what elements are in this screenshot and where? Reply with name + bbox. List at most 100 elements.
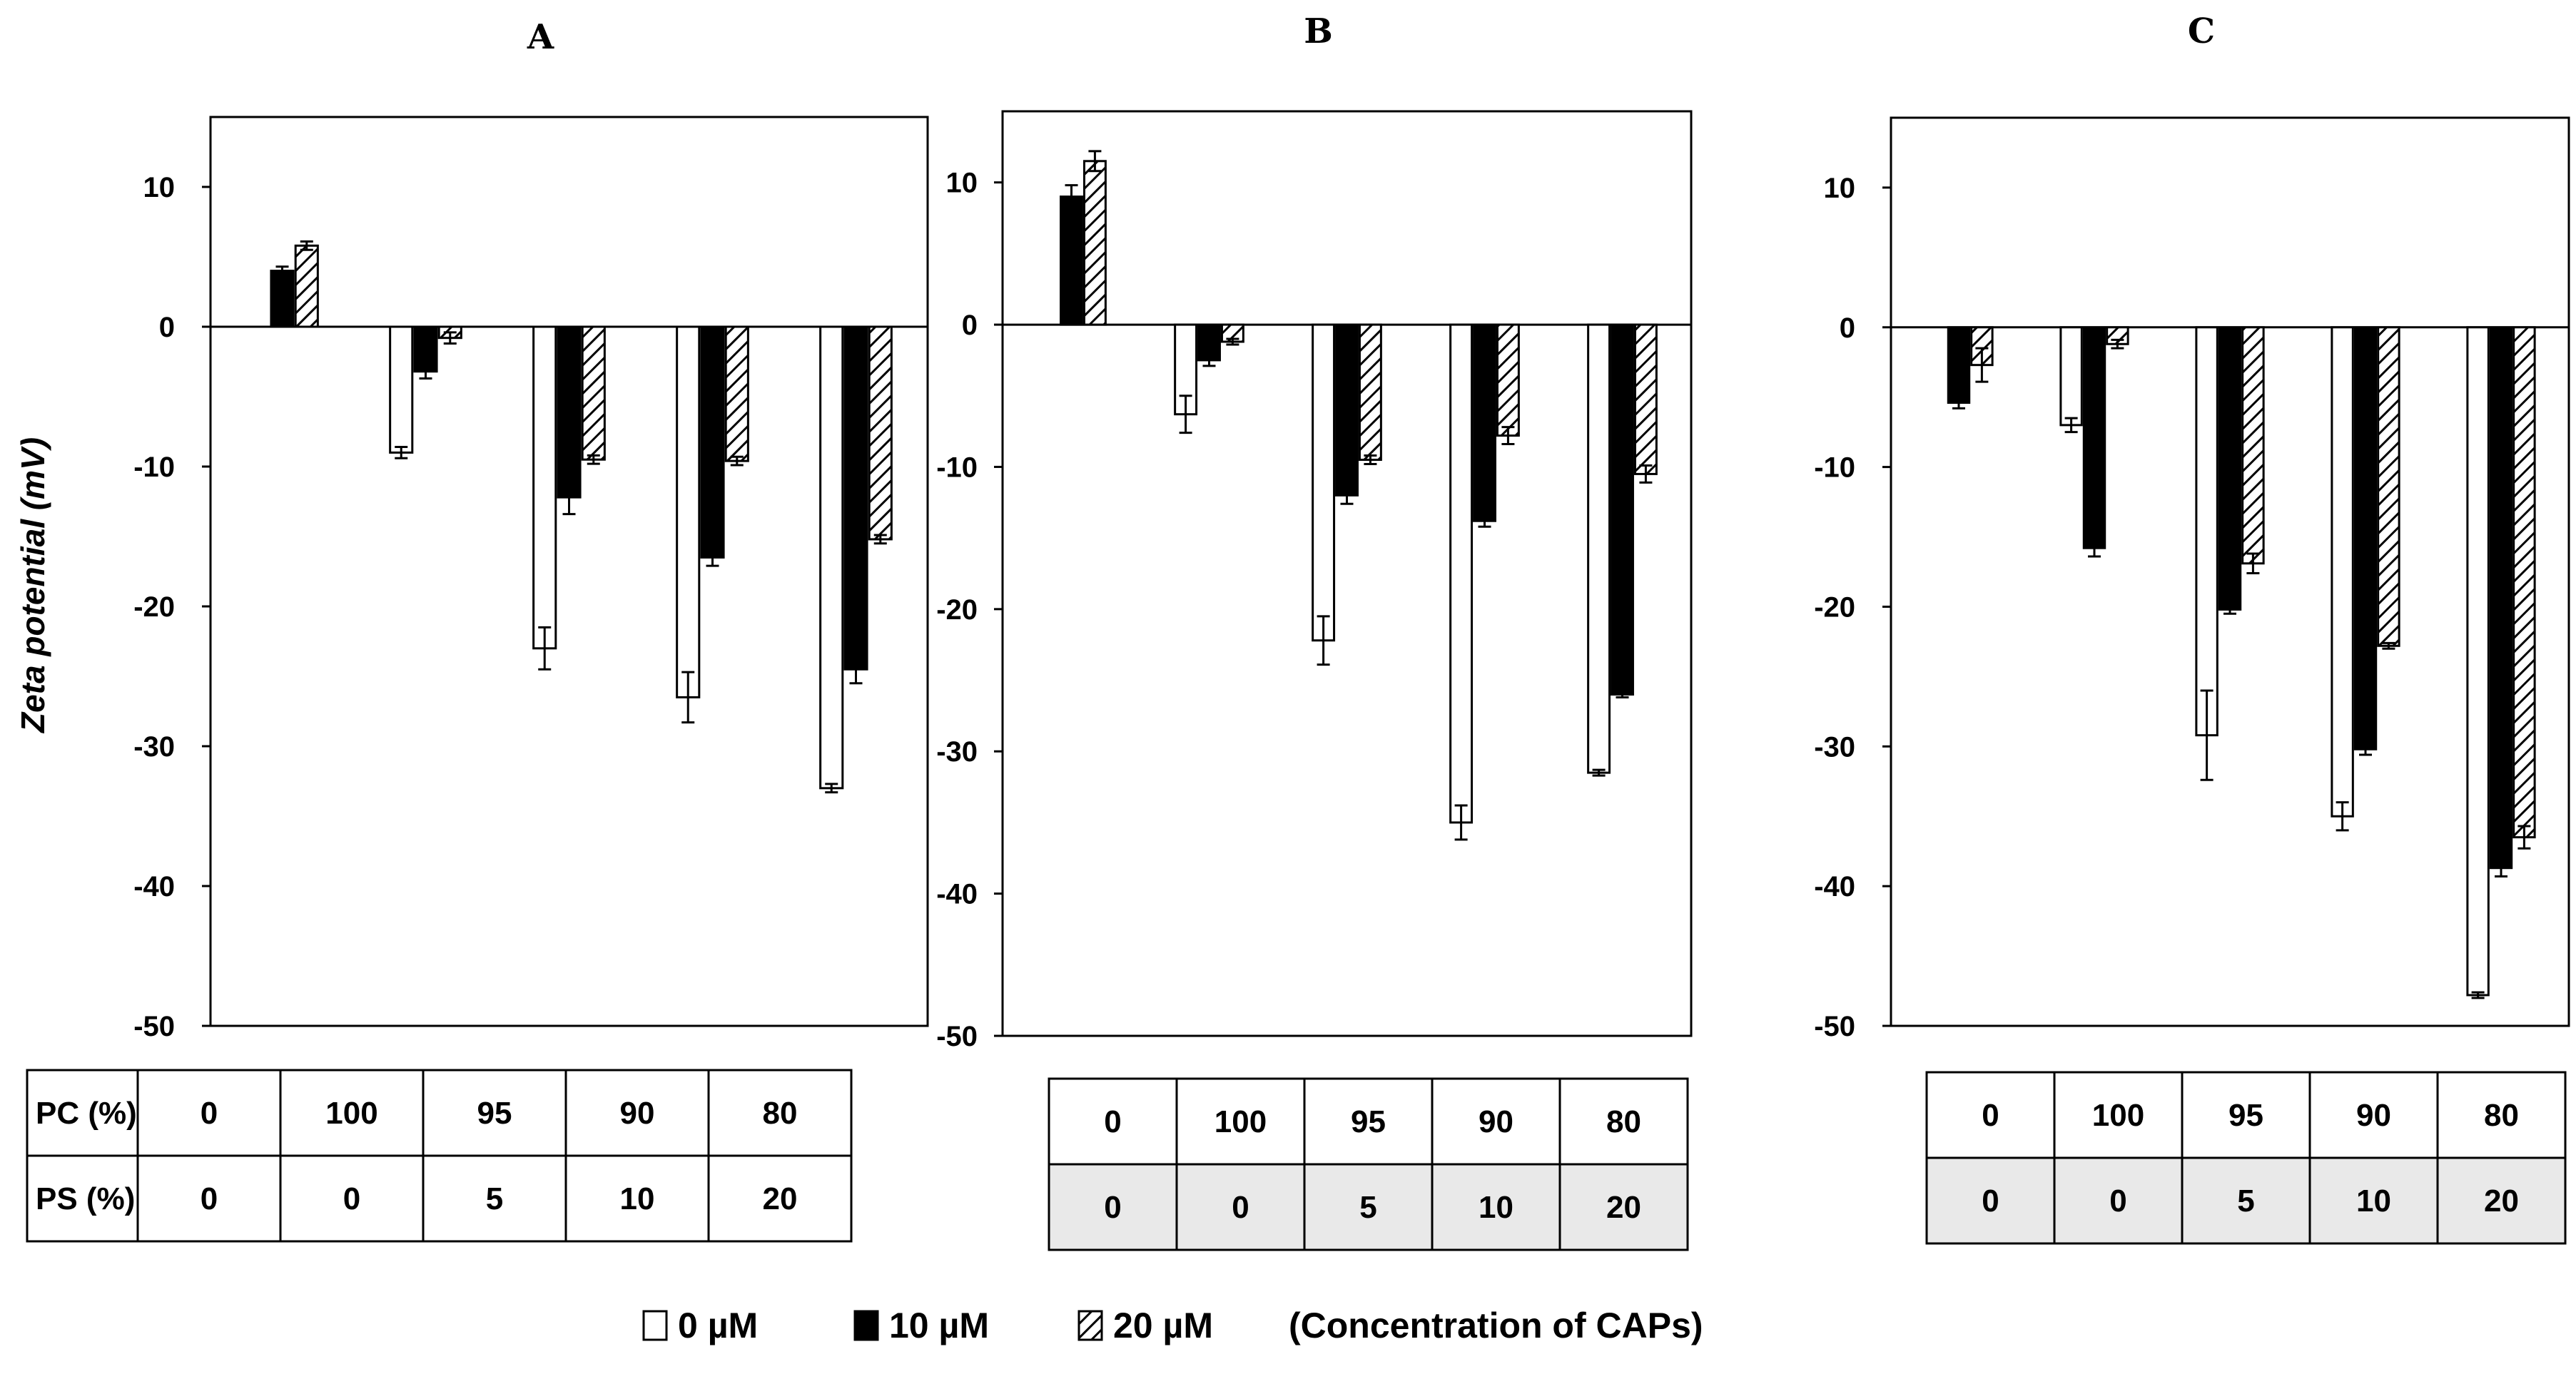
bar-0um-95-5	[2195, 326, 2218, 737]
table-cell: 0	[343, 1181, 360, 1216]
table-cell: 0	[201, 1096, 218, 1131]
table-cell: 10	[1479, 1190, 1513, 1225]
y-tick-label: -50	[936, 1021, 978, 1052]
panel-title: B	[1304, 11, 1333, 51]
table-cell: 10	[2356, 1184, 2391, 1218]
bar-0um-90-10	[1449, 323, 1474, 824]
legend-swatch-20um	[1077, 1310, 1103, 1341]
bar-10um-90-10	[2353, 326, 2378, 750]
table-cell: 0	[1232, 1190, 1249, 1225]
table-cell: 95	[477, 1096, 512, 1131]
y-tick-label: -40	[1814, 871, 1855, 902]
y-tick-label: 10	[143, 172, 176, 203]
table-cell: 20	[763, 1181, 798, 1216]
y-tick-label: -10	[133, 452, 175, 483]
y-tick-label: -20	[936, 594, 978, 626]
bar-20um-80-20	[2512, 326, 2536, 839]
table-row-shade	[1927, 1158, 2565, 1243]
bar-10um-0-0	[1947, 326, 1971, 404]
composition-table: PC (%) 0 100 95 90 80 PS (%) 0 0 5 10 20	[26, 1069, 853, 1243]
bar-20um-80-20	[868, 325, 893, 541]
y-tick-label: -20	[1814, 591, 1855, 623]
table-cell: 0	[1104, 1104, 1121, 1139]
legend-caption: (Concentration of CAPs)	[1289, 1306, 1703, 1345]
bar-10um-80-20	[2489, 326, 2513, 870]
bar-10um-95-5	[1335, 323, 1359, 497]
y-tick-label: -10	[936, 452, 978, 483]
legend-swatch-0um	[642, 1310, 668, 1341]
y-tick-label: -50	[1814, 1011, 1855, 1042]
bar-0um-80-20	[2466, 326, 2490, 997]
table-cell: 80	[1606, 1104, 1641, 1139]
bar-10um-0-0	[270, 270, 295, 328]
y-tick-label: 10	[946, 168, 978, 199]
y-tick-label: -10	[1814, 452, 1855, 484]
bar-20um-80-20	[1633, 323, 1658, 475]
legend-swatch-10um	[853, 1310, 879, 1341]
table-cell: 80	[2484, 1098, 2519, 1133]
y-tick-label: -30	[133, 731, 175, 763]
bar-0um-100-0	[389, 325, 414, 454]
y-tick-label: -20	[133, 591, 175, 623]
plot-area	[1001, 110, 1693, 1037]
bar-0um-90-10	[2331, 326, 2354, 818]
bar-10um-100-0	[2082, 326, 2106, 549]
y-tick-label: 0	[1840, 312, 1855, 344]
bar-10um-90-10	[1473, 323, 1496, 522]
bar-10um-80-20	[843, 325, 868, 671]
bar-0um-80-20	[819, 325, 844, 790]
bar-0um-90-10	[676, 325, 701, 698]
bar-0um-95-5	[532, 325, 557, 650]
bar-20um-95-5	[1358, 323, 1382, 461]
y-tick-label: -30	[1814, 731, 1855, 763]
composition-table: 0 100 95 90 80 0 0 5 10 20	[1925, 1071, 2567, 1245]
table-cell: 0	[201, 1181, 218, 1216]
bar-20um-90-10	[724, 325, 749, 462]
y-tick-label: 0	[159, 312, 175, 343]
bar-20um-0-0	[1082, 160, 1107, 326]
bar-0um-100-0	[2059, 326, 2083, 427]
legend-label-20um: 20 µM	[1113, 1306, 1213, 1345]
y-axis-label: Zeta potential (mV)	[14, 437, 51, 734]
table-cell: 20	[2484, 1184, 2519, 1218]
bar-10um-80-20	[1611, 323, 1634, 696]
legend: 0 µM 10 µM 20 µM (Concentration of CAPs)	[642, 1306, 1703, 1345]
plot-area	[209, 116, 929, 1027]
bar-20um-90-10	[2377, 326, 2400, 647]
table-cell: 5	[1359, 1190, 1376, 1225]
table-cell: 10	[620, 1181, 655, 1216]
y-tick-label: 0	[962, 310, 978, 341]
y-tick-label: -50	[133, 1011, 175, 1042]
bar-20um-95-5	[2241, 326, 2265, 565]
panel-title: A	[527, 17, 554, 57]
bar-10um-0-0	[1060, 195, 1083, 326]
bar-10um-95-5	[557, 325, 582, 499]
table-cell: 100	[1215, 1104, 1267, 1139]
bar-20um-90-10	[1496, 323, 1520, 437]
plot-area	[1890, 116, 2570, 1027]
table-cell: 80	[763, 1096, 798, 1131]
table-cell: 100	[325, 1096, 377, 1131]
table-cell: 5	[2237, 1184, 2254, 1218]
table-cell: 90	[1479, 1104, 1513, 1139]
bar-20um-0-0	[294, 244, 319, 328]
bar-0um-80-20	[1587, 323, 1611, 774]
legend-label-0um: 0 µM	[678, 1306, 758, 1345]
table-cell: 20	[1606, 1190, 1641, 1225]
composition-table: 0 100 95 90 80 0 0 5 10 20	[1048, 1077, 1689, 1251]
table-row-shade	[1049, 1164, 1688, 1250]
table-cell: 5	[486, 1181, 503, 1216]
table-cell: 0	[1104, 1190, 1121, 1225]
bar-10um-90-10	[700, 325, 725, 559]
bar-0um-95-5	[1312, 323, 1336, 642]
bar-10um-100-0	[1197, 323, 1221, 362]
y-tick-label: 10	[1824, 173, 1856, 204]
y-tick-label: -40	[133, 871, 175, 902]
y-tick-label: -30	[936, 736, 978, 768]
bar-10um-95-5	[2218, 326, 2242, 611]
table-cell: 90	[620, 1096, 655, 1131]
bar-20um-95-5	[581, 325, 606, 461]
